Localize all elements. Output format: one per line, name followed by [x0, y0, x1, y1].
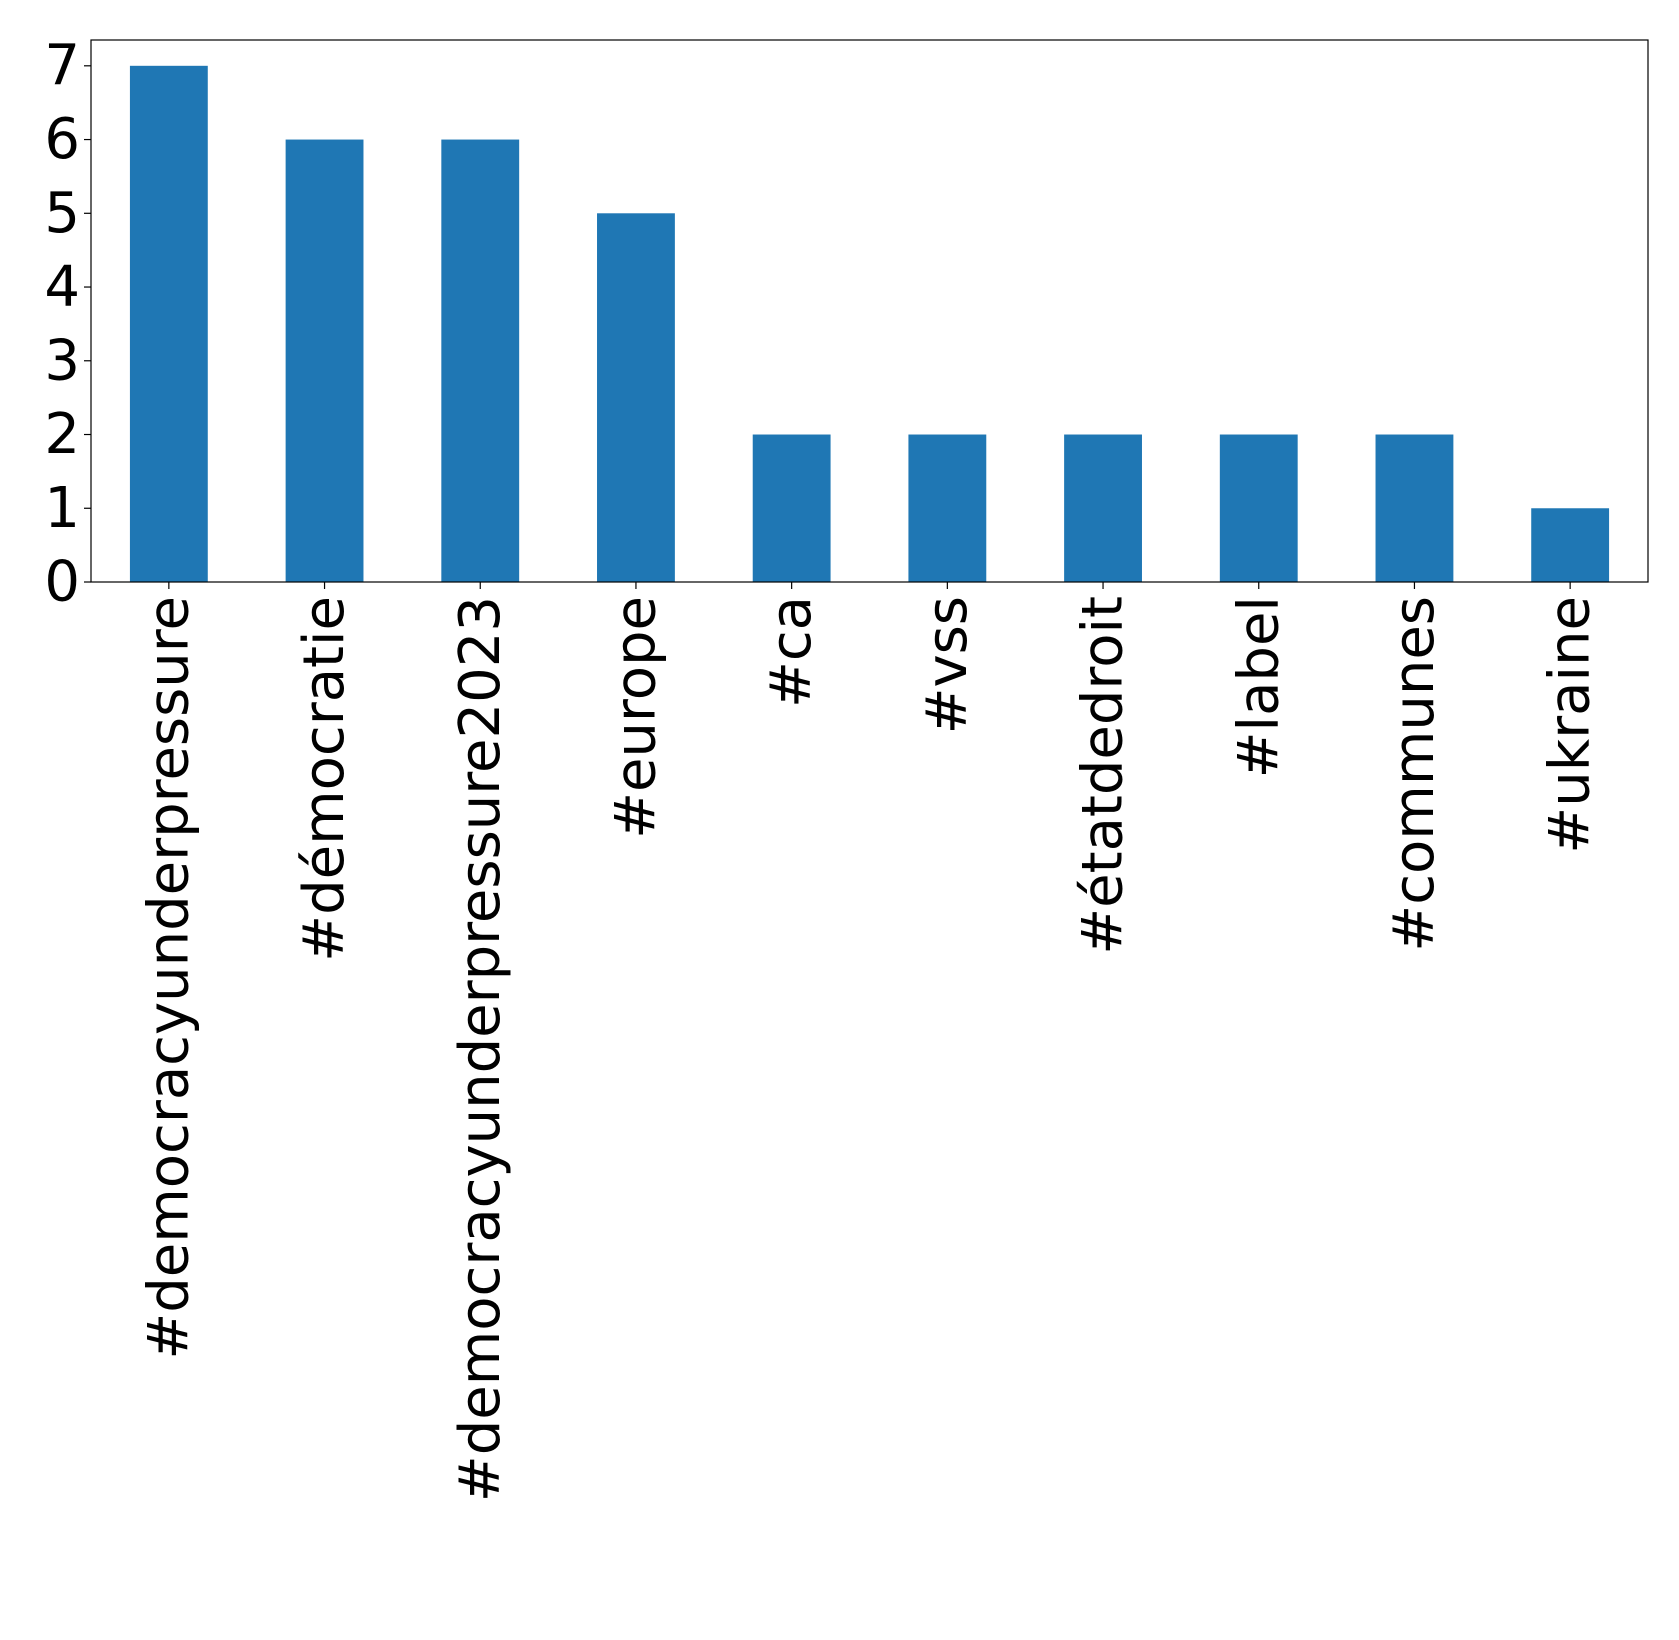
bar — [1219, 434, 1298, 582]
bar — [441, 139, 520, 582]
x-tick-label: #vss — [915, 596, 980, 734]
bar — [597, 213, 675, 582]
x-tick-label: #democracyunderpressure2023 — [448, 596, 513, 1502]
bar — [1375, 434, 1454, 582]
x-tick-label: #europe — [603, 596, 668, 839]
plot-frame — [90, 39, 1649, 583]
x-tick-label: #label — [1226, 596, 1291, 778]
x-tick-label: #étatdedroit — [1071, 596, 1136, 955]
y-tick-label: 1 — [44, 476, 80, 541]
y-tick-label: 0 — [44, 550, 80, 615]
bar — [1531, 508, 1610, 582]
bar — [1064, 434, 1142, 582]
y-tick-label: 6 — [44, 107, 80, 172]
bar — [285, 139, 364, 582]
x-tick-label: #ca — [759, 596, 824, 708]
y-tick-label: 7 — [44, 33, 80, 98]
x-tick-label: #ukraine — [1538, 596, 1603, 854]
bar — [752, 434, 831, 582]
bar — [908, 434, 987, 582]
bar — [129, 65, 208, 583]
y-tick-label: 4 — [44, 255, 80, 320]
y-tick-label: 2 — [44, 402, 80, 467]
x-tick-label: #democracyunderpressure — [136, 596, 201, 1360]
x-axis: #democracyunderpressure #démocratie #democ… — [136, 582, 1603, 1502]
x-tick-label: #démocratie — [292, 596, 357, 962]
y-tick-label: 3 — [44, 328, 80, 393]
y-axis: 0 1 2 3 4 5 6 7 — [44, 33, 91, 615]
y-tick-label: 5 — [44, 181, 80, 246]
x-tick-label: #communes — [1382, 596, 1447, 952]
bars-group — [129, 65, 1610, 583]
